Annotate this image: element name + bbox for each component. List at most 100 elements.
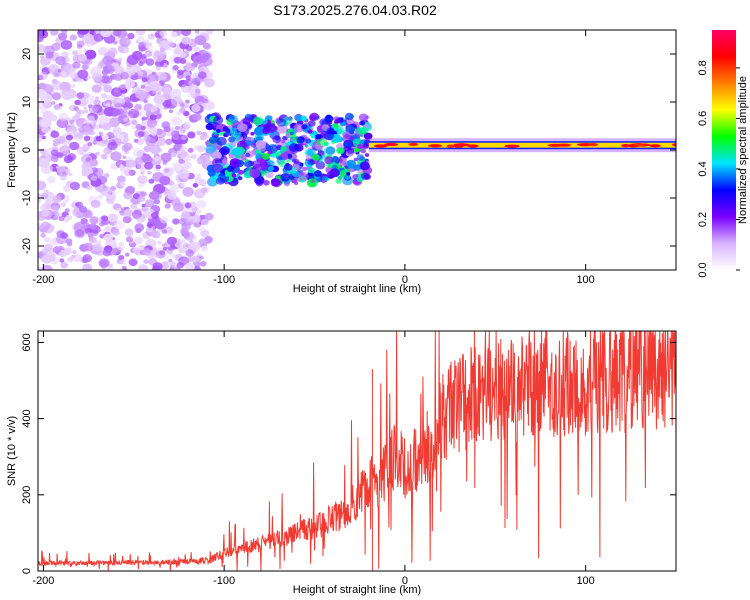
spectrogram-ytick-label: 0 [21,147,33,153]
noise-blob [165,138,173,145]
noise-blob [85,184,93,190]
noise-blob [38,158,49,168]
spectrogram-x-label: Height of straight line (km) [293,283,421,295]
noise-blob [69,141,80,151]
noise-blob [64,168,71,174]
noise-blob [191,216,201,224]
noise-blob [102,55,114,66]
noise-blob [110,151,122,162]
noise-blob [104,64,115,75]
signal-blob [242,117,251,125]
noise-blob [148,191,160,200]
noise-blob [67,257,74,263]
signal-blob [267,150,273,155]
snr-xtick-label: -200 [32,575,54,587]
noise-blob [125,159,136,168]
noise-blob [152,262,163,270]
noise-blob [200,187,208,194]
noise-blob [182,186,194,197]
snr-ytick-label: 400 [21,409,33,427]
snr-x-axis: -200 -100 0 100 [32,331,595,587]
noise-blob [84,227,92,235]
signal-blob [254,175,264,184]
noise-blob [171,117,181,125]
noise-blob [167,192,177,200]
signal-blob [272,135,282,144]
noise-blob [87,233,94,238]
noise-blob [41,209,50,217]
snr-series-line [38,331,676,571]
noise-blob [145,58,155,66]
noise-blob [166,236,177,246]
noise-blob [40,192,49,200]
signal-blob [325,114,332,120]
noise-blob [138,264,149,270]
noise-blob [159,216,169,224]
noise-blob [161,229,168,234]
carrier-line-peak [467,144,479,148]
noise-blob [113,89,119,94]
signal-blob [225,172,230,177]
noise-blob [138,195,146,202]
noise-blob [102,249,112,257]
carrier-line-peak [428,144,443,148]
signal-blob [333,123,339,129]
noise-blob [147,171,152,175]
noise-blob [161,121,171,129]
signal-blob [253,126,265,136]
noise-blob [147,33,156,40]
noise-blob [67,153,77,161]
noise-blob [55,56,66,66]
noise-blob [58,32,68,41]
noise-blob [43,189,49,194]
signal-blob [346,172,351,176]
noise-blob [160,152,172,163]
snr-x-label: Height of straight line (km) [293,584,421,596]
noise-blob [72,254,83,263]
snr-ytick-label: 200 [21,486,33,504]
signal-blob [353,157,358,162]
noise-blob [159,47,165,53]
noise-blob [38,198,41,203]
noise-blob [40,118,52,128]
noise-blob [128,258,138,267]
noise-blob [147,223,153,228]
noise-blob [142,155,153,164]
noise-blob [51,80,63,91]
noise-blob [181,36,191,45]
noise-blob [73,106,80,111]
noise-blob [173,49,180,55]
spectrogram-x-axis: -200 -100 0 100 [32,30,595,286]
noise-blob [113,40,118,45]
signal-blob [237,169,244,175]
signal-blob [228,115,238,124]
noise-blob [51,101,56,105]
noise-blob [196,158,204,165]
noise-blob [192,113,202,121]
signal-blob [232,147,243,157]
noise-blob [74,99,81,106]
noise-blob [57,68,62,73]
signal-blob [223,133,228,137]
signal-blob [252,116,263,126]
signal-blob [271,178,282,188]
noise-blob [108,263,113,268]
noise-blob [78,30,90,35]
noise-blob [38,266,42,270]
noise-blob [150,211,159,219]
noise-blob [116,175,126,184]
noise-blob [161,84,172,94]
noise-blob [92,243,103,252]
noise-blob [100,187,112,197]
noise-blob [60,261,69,269]
noise-blob [164,203,171,209]
noise-blob [192,182,199,188]
noise-blob [145,85,152,92]
noise-blob [193,46,201,53]
signal-blob [359,120,365,126]
signal-blob [296,138,304,144]
noise-blob [195,30,200,34]
noise-blob [38,222,44,230]
spectrogram-ytick-label: 20 [21,48,33,60]
signal-blob [281,140,286,144]
